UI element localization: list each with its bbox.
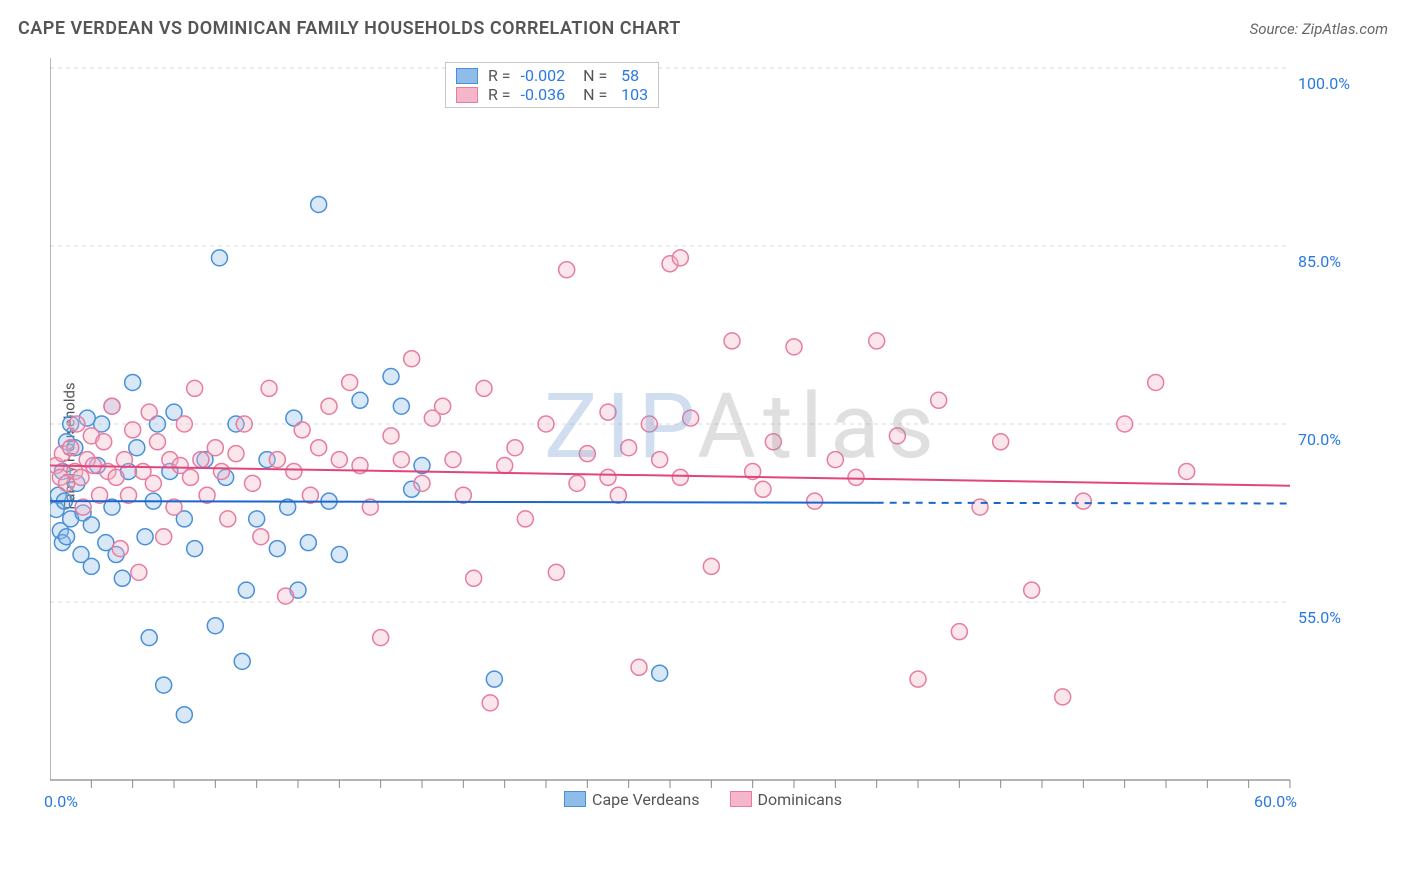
n-label: N = xyxy=(571,85,615,104)
source-label: Source: xyxy=(1250,20,1299,38)
r-value: -0.036 xyxy=(521,85,566,104)
series-legend-item: Cape Verdeans xyxy=(564,790,699,809)
correlation-legend: R = -0.002 N = 58 R = -0.036 N = 103 xyxy=(445,62,659,108)
y-tick-label: 55.0% xyxy=(1298,608,1341,627)
legend-label: Dominicans xyxy=(758,790,842,809)
source-name: ZipAtlas.com xyxy=(1302,20,1388,38)
y-tick-label: 85.0% xyxy=(1298,252,1341,271)
chart-header: CAPE VERDEAN VS DOMINICAN FAMILY HOUSEHO… xyxy=(18,18,1388,39)
n-value: 103 xyxy=(621,85,648,104)
legend-swatch xyxy=(730,791,752,807)
y-tick-label: 70.0% xyxy=(1298,430,1341,449)
n-value: 58 xyxy=(621,66,639,85)
correlation-legend-row: R = -0.002 N = 58 xyxy=(456,66,648,85)
correlation-legend-row: R = -0.036 N = 103 xyxy=(456,85,648,104)
chart-source: Source: ZipAtlas.com xyxy=(1250,20,1388,38)
legend-label: Cape Verdeans xyxy=(592,790,699,809)
scatter-plot xyxy=(50,58,1350,810)
n-label: N = xyxy=(571,66,615,85)
legend-swatch xyxy=(456,87,478,103)
r-label: R = xyxy=(484,66,515,85)
legend-swatch xyxy=(564,791,586,807)
r-label: R = xyxy=(484,85,515,104)
r-value: -0.002 xyxy=(521,66,566,85)
legend-swatch xyxy=(456,68,478,84)
series-legend: Cape Verdeans Dominicans xyxy=(0,790,1406,809)
y-tick-label: 100.0% xyxy=(1298,74,1350,93)
chart-title: CAPE VERDEAN VS DOMINICAN FAMILY HOUSEHO… xyxy=(18,18,681,39)
series-legend-item: Dominicans xyxy=(730,790,842,809)
